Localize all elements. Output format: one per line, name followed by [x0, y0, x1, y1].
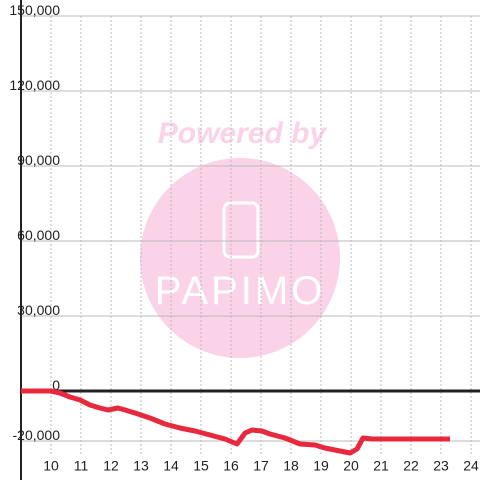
- x-tick-label: 18: [283, 458, 299, 474]
- x-tick-label: 11: [74, 458, 89, 474]
- x-tick-label: 23: [433, 458, 449, 474]
- x-tick-label: 19: [313, 458, 329, 474]
- watermark-logo: PAPIMO: [155, 269, 326, 313]
- x-tick-label: 14: [163, 458, 179, 474]
- y-tick-label: -20,000: [13, 427, 61, 443]
- y-tick-label: 30,000: [17, 302, 60, 318]
- x-tick-label: 13: [133, 458, 149, 474]
- x-tick-label: 17: [253, 458, 269, 474]
- watermark-text: Powered by: [158, 117, 328, 150]
- y-tick-label: 150,000: [9, 2, 60, 18]
- data-line: [21, 388, 450, 456]
- x-tick-label: 24: [463, 458, 479, 474]
- x-tick-label: 12: [103, 458, 119, 474]
- watermark: Powered by PAPIMO: [140, 117, 340, 358]
- y-tick-label: 0: [52, 377, 60, 393]
- watermark-icon: [222, 201, 260, 259]
- x-tick-label: 22: [403, 458, 419, 474]
- y-tick-label: 90,000: [17, 152, 60, 168]
- x-tick-label: 20: [343, 458, 359, 474]
- x-tick-label: 21: [373, 458, 389, 474]
- x-tick-label: 16: [223, 458, 239, 474]
- x-tick-label: 15: [193, 458, 209, 474]
- y-tick-label: 120,000: [9, 77, 60, 93]
- plot: [21, 388, 450, 456]
- y-tick-label: 60,000: [17, 227, 60, 243]
- x-tick-label: 10: [43, 458, 59, 474]
